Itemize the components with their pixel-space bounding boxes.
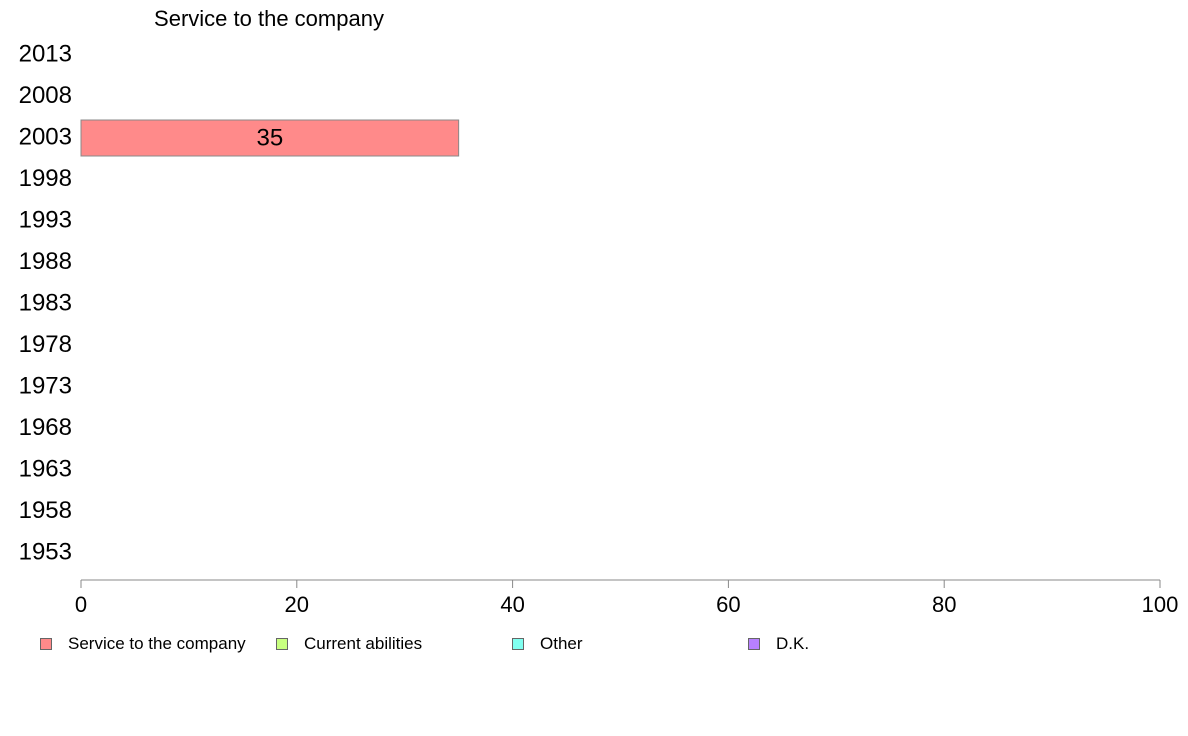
bar [80, 119, 460, 157]
legend-item: D.K. [748, 634, 809, 654]
y-tick-label: 1963 [19, 455, 72, 482]
y-tick-label: 1978 [19, 331, 72, 358]
legend-swatch [512, 638, 524, 650]
x-tick-label: 40 [500, 592, 524, 617]
legend-item: Current abilities [276, 634, 422, 654]
x-tick-label: 0 [75, 592, 87, 617]
y-tick-label: 2003 [19, 123, 72, 150]
y-tick-label: 1953 [19, 538, 72, 565]
y-tick-label: 1988 [19, 248, 72, 275]
legend-swatch [40, 638, 52, 650]
y-tick-label: 1958 [19, 497, 72, 524]
bar-data-label: 35 [256, 124, 283, 151]
legend-item: Other [512, 634, 583, 654]
chart-title: Service to the company [154, 6, 384, 31]
y-tick-label: 1973 [19, 372, 72, 399]
legend-label: Current abilities [304, 634, 423, 653]
bar-chart: Service to the company 2013 2008 2003 1998 1… [19, 6, 1179, 617]
y-tick-label: 1983 [19, 289, 72, 316]
y-tick-label: 1998 [19, 165, 72, 192]
y-tick-label: 1993 [19, 206, 72, 233]
legend-label: Service to the company [68, 634, 246, 653]
y-tick-label: 1968 [19, 414, 72, 441]
y-tick-label: 2013 [19, 40, 72, 67]
legend-swatch [276, 638, 288, 650]
x-tick-label: 100 [1142, 592, 1179, 617]
x-tick-label: 80 [932, 592, 956, 617]
y-tick-label: 2008 [19, 82, 72, 109]
legend: Service to the company Current abilities O… [40, 634, 1140, 656]
legend-label: Other [540, 634, 583, 653]
legend-label: D.K. [776, 634, 810, 653]
x-tick-label: 60 [716, 592, 740, 617]
legend-item: Service to the company [40, 634, 246, 654]
x-tick-label: 20 [285, 592, 309, 617]
legend-swatch [748, 638, 760, 650]
